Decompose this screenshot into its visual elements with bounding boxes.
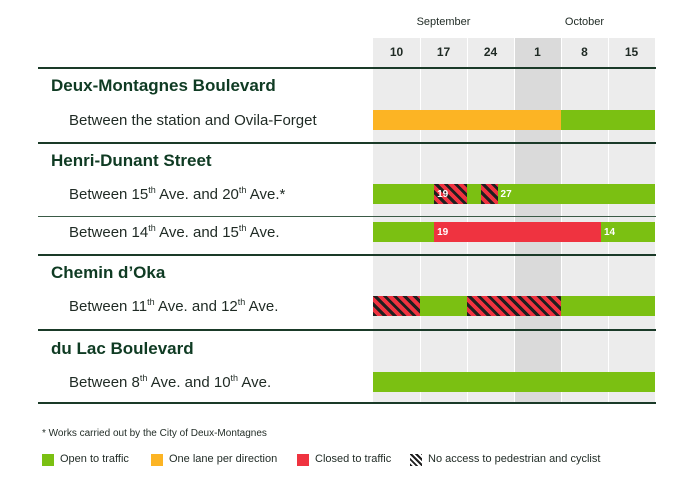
column-divider — [561, 38, 562, 402]
segment-text: Between 15 — [69, 186, 149, 203]
week-header: 24 — [483, 45, 498, 59]
street-name: du Lac Boulevard — [51, 339, 194, 358]
status-bar-open — [561, 110, 655, 130]
segment-label: Between 8th Ave. and 10th Ave. — [69, 373, 272, 392]
ordinal-suffix: th — [139, 373, 148, 383]
ordinal-suffix: th — [238, 223, 247, 233]
section-rule — [38, 67, 656, 69]
week-column — [514, 38, 561, 402]
ordinal-suffix: th — [237, 297, 246, 307]
segment-text: Ave. and 10 — [147, 374, 231, 391]
legend-label: No access to pedestrian and cyclist — [428, 453, 601, 465]
segment-text: Ave. — [245, 298, 279, 315]
column-divider — [608, 38, 609, 402]
segment-label: Between 15th Ave. and 20th Ave.* — [69, 185, 286, 204]
status-bar-one-lane — [373, 110, 561, 130]
street-name: Henri-Dunant Street — [51, 151, 212, 170]
legend-swatch-one-lane — [151, 454, 163, 466]
segment-text: Ave. and 12 — [154, 298, 238, 315]
legend-swatch-closed — [297, 454, 309, 466]
segment-text: Ave.* — [246, 186, 286, 203]
ordinal-suffix: th — [230, 373, 239, 383]
legend-label: Open to traffic — [60, 453, 129, 465]
month-label: October — [564, 16, 605, 28]
date-label: 14 — [603, 226, 616, 238]
legend-label: Closed to traffic — [315, 453, 392, 465]
section-rule — [38, 329, 656, 331]
week-column — [561, 38, 608, 402]
status-bar-closed — [434, 184, 467, 204]
segment-text: Ave. and 15 — [155, 224, 239, 241]
week-header: 10 — [389, 45, 404, 59]
legend-swatch-open — [42, 454, 54, 466]
week-column — [420, 38, 467, 402]
status-bar-open — [373, 372, 655, 392]
street-name: Deux-Montagnes Boulevard — [51, 76, 276, 95]
column-divider — [514, 38, 515, 402]
segment-text: Ave. — [238, 374, 272, 391]
segment-text: Between 11 — [69, 298, 148, 315]
section-rule — [38, 254, 656, 256]
segment-text: Ave. — [246, 224, 280, 241]
week-header: 17 — [436, 45, 451, 59]
segment-text: Between 8 — [69, 374, 140, 391]
status-bar-open — [373, 222, 435, 242]
table-bottom-rule — [38, 402, 656, 404]
status-bar-closed — [434, 222, 601, 242]
status-bar-closed — [481, 184, 498, 204]
segment-label: Between 14th Ave. and 15th Ave. — [69, 223, 280, 242]
date-label: 19 — [437, 226, 449, 238]
segment-text: Between 14 — [69, 224, 149, 241]
segment-text: Ave. and 20 — [155, 186, 239, 203]
ordinal-suffix: th — [148, 185, 156, 195]
week-column — [608, 38, 655, 402]
segment-rule — [38, 216, 656, 217]
segment-text: Between the station and Ovila-Forget — [69, 112, 317, 129]
column-divider — [420, 38, 421, 402]
status-bar-open — [561, 296, 655, 316]
date-label: 27 — [500, 188, 512, 200]
ordinal-suffix: th — [148, 223, 156, 233]
status-bar-open — [373, 184, 435, 204]
status-bar-open — [467, 184, 482, 204]
week-column — [373, 38, 420, 402]
legend-swatch-hatched — [410, 454, 422, 466]
segment-label: Between 11th Ave. and 12th Ave. — [69, 297, 279, 316]
status-bar-closed — [467, 296, 561, 316]
segment-label: Between the station and Ovila-Forget — [69, 112, 317, 129]
ordinal-suffix: th — [238, 185, 247, 195]
week-header: 15 — [624, 45, 639, 59]
status-bar-open — [600, 222, 655, 242]
status-bar-closed — [373, 296, 420, 316]
section-rule — [38, 142, 656, 144]
week-header: 8 — [581, 45, 588, 59]
column-divider — [467, 38, 468, 402]
footnote: * Works carried out by the City of Deux-… — [42, 428, 267, 439]
ordinal-suffix: th — [147, 297, 155, 307]
legend-label: One lane per direction — [169, 453, 278, 465]
status-bar-open — [497, 184, 655, 204]
week-column — [467, 38, 514, 402]
status-bar-open — [420, 296, 467, 316]
month-label: September — [416, 16, 471, 28]
street-name: Chemin d’Oka — [51, 263, 166, 282]
date-label: 19 — [437, 188, 449, 200]
week-header: 1 — [534, 45, 541, 59]
